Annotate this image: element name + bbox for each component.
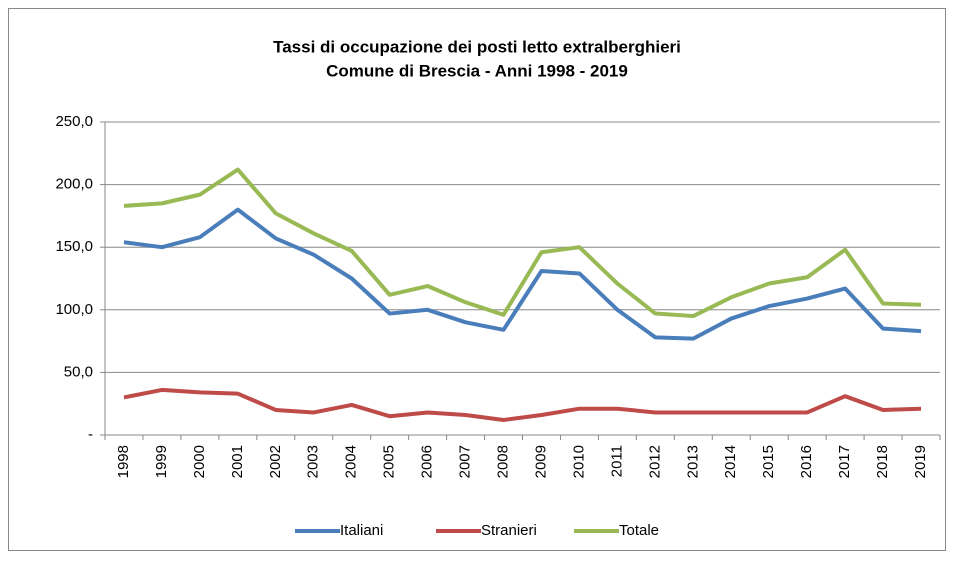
line-series (123, 167, 922, 319)
x-tick-label: 2012 (646, 445, 663, 478)
line-series (123, 207, 922, 341)
x-tick-label: 2004 (343, 445, 360, 478)
x-tick-label: 2018 (874, 445, 891, 478)
x-tick-label: 2002 (267, 445, 284, 478)
legend-label: Stranieri (481, 522, 537, 539)
chart-title: Comune di Brescia - Anni 1998 - 2019 (326, 61, 628, 80)
y-tick-label: 200,0 (55, 176, 93, 193)
x-tick-label: 1999 (153, 445, 170, 478)
y-tick-label: 250,0 (55, 113, 93, 130)
chart-title: Tassi di occupazione dei posti letto ext… (273, 37, 681, 56)
legend-label: Italiani (340, 522, 383, 539)
x-tick-label: 2009 (532, 445, 549, 478)
x-tick-label: 2007 (457, 445, 474, 478)
x-tick-label: 2019 (912, 445, 929, 478)
y-tick-label: - (88, 426, 93, 443)
x-tick-label: 2000 (191, 445, 208, 478)
x-tick-label: 2005 (381, 445, 398, 478)
line-series (123, 387, 922, 422)
legend-label: Totale (619, 522, 659, 539)
y-tick-label: 100,0 (55, 301, 93, 318)
x-tick-label: 2008 (494, 445, 511, 478)
x-tick-label: 2001 (229, 445, 246, 478)
x-tick-label: 2014 (722, 445, 739, 478)
x-tick-label: 2016 (798, 445, 815, 478)
y-tick-label: 150,0 (55, 238, 93, 255)
x-tick-label: 2017 (836, 445, 853, 478)
x-tick-label: 2013 (684, 445, 701, 478)
x-tick-label: 2006 (419, 445, 436, 478)
x-tick-label: 1998 (115, 445, 132, 478)
x-tick-label: 2011 (608, 445, 625, 477)
x-tick-label: 2015 (760, 445, 777, 478)
x-tick-label: 2003 (305, 445, 322, 478)
y-tick-label: 50,0 (64, 363, 93, 380)
x-tick-label: 2010 (570, 445, 587, 478)
